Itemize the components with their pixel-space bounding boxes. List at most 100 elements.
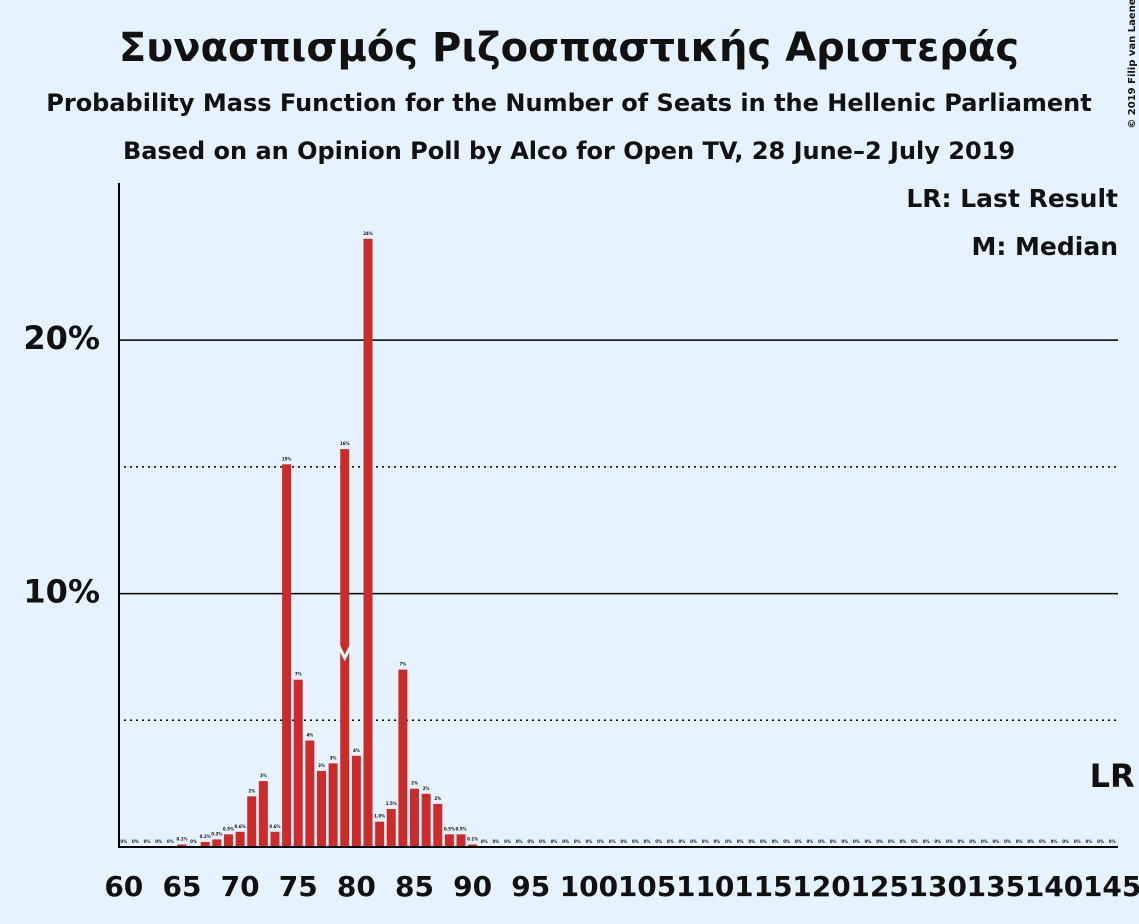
- value-label: 0%: [516, 839, 523, 844]
- value-label: 0%: [539, 839, 546, 844]
- value-label: 0%: [737, 839, 744, 844]
- y-tick-label: 20%: [23, 319, 100, 357]
- value-label: 0%: [911, 839, 918, 844]
- value-label: 0%: [1016, 839, 1023, 844]
- bar: [305, 740, 315, 847]
- value-label: 0%: [667, 839, 674, 844]
- value-label: 0%: [830, 839, 837, 844]
- value-label: 3%: [260, 773, 267, 778]
- value-label: 0.5%: [455, 826, 466, 831]
- bar: [223, 834, 233, 847]
- chart-subtitle: Probability Mass Function for the Number…: [46, 89, 1091, 117]
- x-tick-label: 145: [1083, 870, 1139, 903]
- value-label: 0%: [923, 839, 930, 844]
- value-label: 0%: [597, 839, 604, 844]
- value-label: 24%: [363, 231, 373, 236]
- value-label: 0%: [1062, 839, 1069, 844]
- median-marker: [337, 645, 353, 662]
- value-label: 0%: [132, 839, 139, 844]
- value-label: 0%: [1027, 839, 1034, 844]
- value-label: 0.1%: [467, 836, 478, 841]
- value-label: 0%: [574, 839, 581, 844]
- value-label: 0%: [899, 839, 906, 844]
- bar: [398, 669, 408, 847]
- value-label: 0%: [865, 839, 872, 844]
- legend-entry: LR: Last Result: [906, 184, 1118, 213]
- value-label: 0%: [690, 839, 697, 844]
- value-label: 15%: [282, 456, 292, 461]
- value-label: 1.0%: [374, 814, 385, 819]
- x-tick-label: 110: [676, 870, 734, 903]
- x-tick-label: 125: [850, 870, 908, 903]
- value-label: 0%: [144, 839, 151, 844]
- legend-entry: M: Median: [971, 232, 1118, 261]
- x-tick-label: 140: [1025, 870, 1083, 903]
- value-label: 0%: [1086, 839, 1093, 844]
- value-label: 2%: [423, 786, 430, 791]
- value-label: 0.5%: [223, 826, 234, 831]
- bar: [270, 831, 280, 847]
- x-tick-label: 115: [734, 870, 792, 903]
- value-label: 7%: [295, 672, 302, 677]
- x-tick-label: 60: [104, 870, 143, 903]
- bar: [177, 844, 187, 847]
- value-label: 0%: [655, 839, 662, 844]
- x-tick-label: 70: [221, 870, 260, 903]
- y-tick-label: 10%: [23, 573, 100, 611]
- value-label: 0%: [876, 839, 883, 844]
- bar: [386, 808, 396, 847]
- value-label: 0.3%: [211, 831, 222, 836]
- x-tick-label: 75: [279, 870, 318, 903]
- value-label: 0%: [946, 839, 953, 844]
- value-label: 0%: [551, 839, 558, 844]
- value-label: 0%: [1109, 839, 1116, 844]
- value-label: 0%: [586, 839, 593, 844]
- value-label: 0%: [1074, 839, 1081, 844]
- value-label: 4%: [353, 748, 360, 753]
- bar: [410, 788, 420, 847]
- value-label: 0%: [969, 839, 976, 844]
- value-label: 0%: [795, 839, 802, 844]
- value-label: 0%: [527, 839, 534, 844]
- chart-title: Συνασπισμός Ριζοσπαστικής Αριστεράς: [119, 25, 1019, 71]
- x-tick-label: 65: [162, 870, 201, 903]
- value-label: 0%: [725, 839, 732, 844]
- value-label: 0%: [888, 839, 895, 844]
- bar: [444, 834, 454, 847]
- value-label: 0%: [562, 839, 569, 844]
- value-label: 0.2%: [200, 834, 211, 839]
- value-label: 0%: [190, 839, 197, 844]
- bar: [340, 449, 350, 847]
- x-tick-label: 135: [967, 870, 1025, 903]
- bar: [351, 755, 361, 847]
- bar: [375, 821, 385, 847]
- bar: [328, 763, 338, 847]
- bar: [293, 679, 303, 847]
- value-label: 0%: [702, 839, 709, 844]
- value-label: 0%: [167, 839, 174, 844]
- bar: [247, 796, 257, 847]
- value-label: 0%: [713, 839, 720, 844]
- value-label: 0%: [981, 839, 988, 844]
- value-label: 2%: [434, 796, 441, 801]
- value-label: 0.6%: [235, 824, 246, 829]
- bar: [468, 844, 478, 847]
- bar: [282, 464, 292, 847]
- x-tick-label: 80: [337, 870, 376, 903]
- value-label: 0%: [806, 839, 813, 844]
- value-label: 0%: [934, 839, 941, 844]
- x-tick-label: 105: [618, 870, 676, 903]
- bar: [433, 803, 443, 847]
- value-label: 1.5%: [386, 801, 397, 806]
- x-tick-label: 85: [395, 870, 434, 903]
- value-label: 0%: [853, 839, 860, 844]
- value-label: 16%: [340, 441, 350, 446]
- x-tick-label: 95: [511, 870, 550, 903]
- value-label: 0%: [760, 839, 767, 844]
- value-label: 0%: [993, 839, 1000, 844]
- x-tick-label: 90: [453, 870, 492, 903]
- value-label: 0.6%: [269, 824, 280, 829]
- bar: [258, 781, 268, 847]
- x-tick-label: 120: [792, 870, 850, 903]
